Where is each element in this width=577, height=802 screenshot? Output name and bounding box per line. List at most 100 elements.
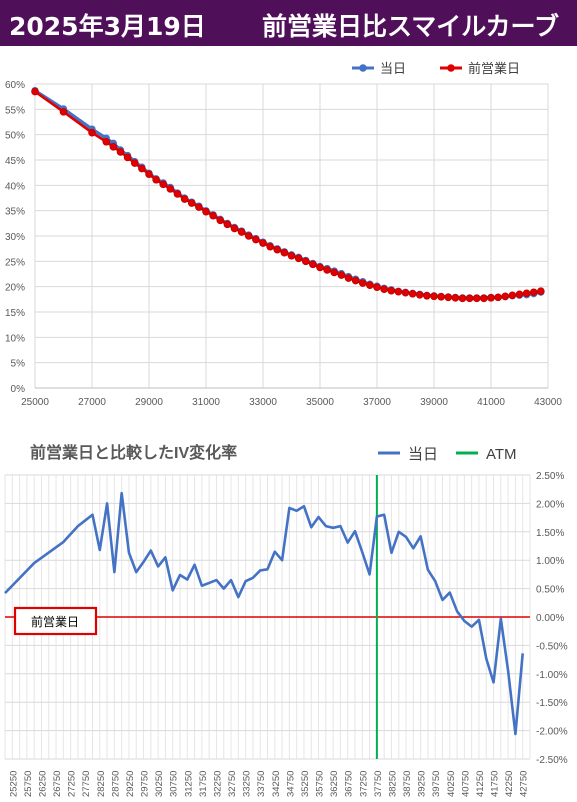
data-point [366,281,374,289]
data-point [180,195,189,203]
x-tick-label: 31750 [198,771,209,797]
x-tick-label: 29750 [140,771,151,797]
y-tick-label: -2.00% [536,727,568,738]
data-point [152,175,160,184]
data-point [437,293,445,301]
x-tick-label: 32250 [212,771,223,797]
data-point [31,87,39,96]
data-point [415,290,424,299]
data-point [187,199,196,207]
y-tick-label: 60% [5,80,25,91]
data-point [465,294,474,303]
data-point [166,185,175,193]
data-point [88,128,96,137]
y-tick-label: 2.50% [536,471,564,482]
x-tick-label: 30750 [169,771,180,797]
iv-change-chart: 前営業日と比較したIV変化率 2.50% 2.00% 1.50% 1.00% 0.50% 0… [4,443,568,797]
data-point [323,266,331,274]
x-tick-label: 27250 [67,771,78,797]
data-point [444,293,453,302]
y-tick-label: 5% [11,359,26,370]
header-banner: 2025年3月19日 前営業日比スマイルカーブ [0,0,577,46]
x-tick-label: 39000 [420,397,448,408]
y-tick-label: -1.50% [536,698,568,709]
y-tick-label: 10% [5,333,25,344]
x-tick-label: 37750 [373,771,384,797]
data-point [408,289,417,298]
x-tick-label: 39750 [431,771,442,797]
data-point [116,148,125,156]
reference-label-box [13,606,98,636]
header-date: 2025年3月19日 [9,12,206,41]
data-point [202,207,210,216]
x-tick-label: 41250 [475,771,486,797]
series-line-today [34,89,542,300]
legend-label: 当日 [408,446,438,463]
data-point [537,287,545,296]
series-line-today [4,491,525,736]
x-tick-label: 40750 [460,771,471,797]
x-tick-label: 37000 [363,397,391,408]
x-tick-label: 34250 [271,771,282,797]
data-point [237,228,246,236]
data-point [209,211,217,220]
data-point [230,224,239,233]
data-point [102,137,111,146]
chart-title: 前営業日と比較したIV変化率 [30,443,237,462]
x-tick-label: 38250 [387,771,398,797]
data-point [130,159,139,167]
y-tick-label: 1.00% [536,556,564,567]
x-tick-label: 36250 [329,771,340,797]
y-tick-label: 40% [5,181,25,192]
y-tick-label: 0.50% [536,585,564,596]
data-point [480,294,488,303]
data-point [380,285,388,294]
data-point [173,190,182,198]
y-tick-label: 0.00% [536,613,564,624]
data-point [501,292,510,301]
data-point [301,257,310,266]
data-point [59,108,68,116]
data-point [508,291,517,300]
y-tick-label: 15% [5,308,25,319]
data-point [244,232,253,240]
x-tick-label: 33000 [249,397,277,408]
data-point [472,294,481,303]
x-tick-label: 35250 [300,771,311,797]
data-point [344,274,353,282]
data-point [123,153,132,162]
y-tick-label: 1.50% [536,528,564,539]
data-point [138,164,146,173]
y-tick-label: -1.00% [536,670,568,681]
x-tick-label: 42250 [504,771,515,797]
x-tick-label: 35750 [315,771,326,797]
data-point [387,286,396,295]
data-point [458,294,467,303]
y-tick-label: 2.00% [536,499,564,510]
data-point [145,170,153,178]
data-point [529,288,538,297]
y-tick-label: 25% [5,257,25,268]
x-tick-label: 39250 [417,771,428,797]
y-tick-label: 55% [5,105,25,116]
data-point [330,268,339,277]
data-point [451,294,460,302]
data-point [159,180,168,189]
x-tick-label: 42750 [519,771,530,797]
data-point [487,294,495,302]
x-tick-label: 41750 [490,771,501,797]
legend-swatch-marker [447,64,455,72]
x-tick-label: 26250 [37,771,48,797]
data-point [423,291,431,300]
data-point [401,288,410,297]
x-tick-label: 25000 [21,397,49,408]
legend-label: ATM [486,446,517,463]
data-point [223,220,232,229]
data-point [252,235,260,244]
y-tick-label: 50% [5,131,25,142]
data-point [266,242,274,251]
legend-swatch-marker [359,64,367,72]
y-tick-label: -2.50% [536,755,568,766]
data-point [394,287,403,296]
data-point [351,276,360,285]
